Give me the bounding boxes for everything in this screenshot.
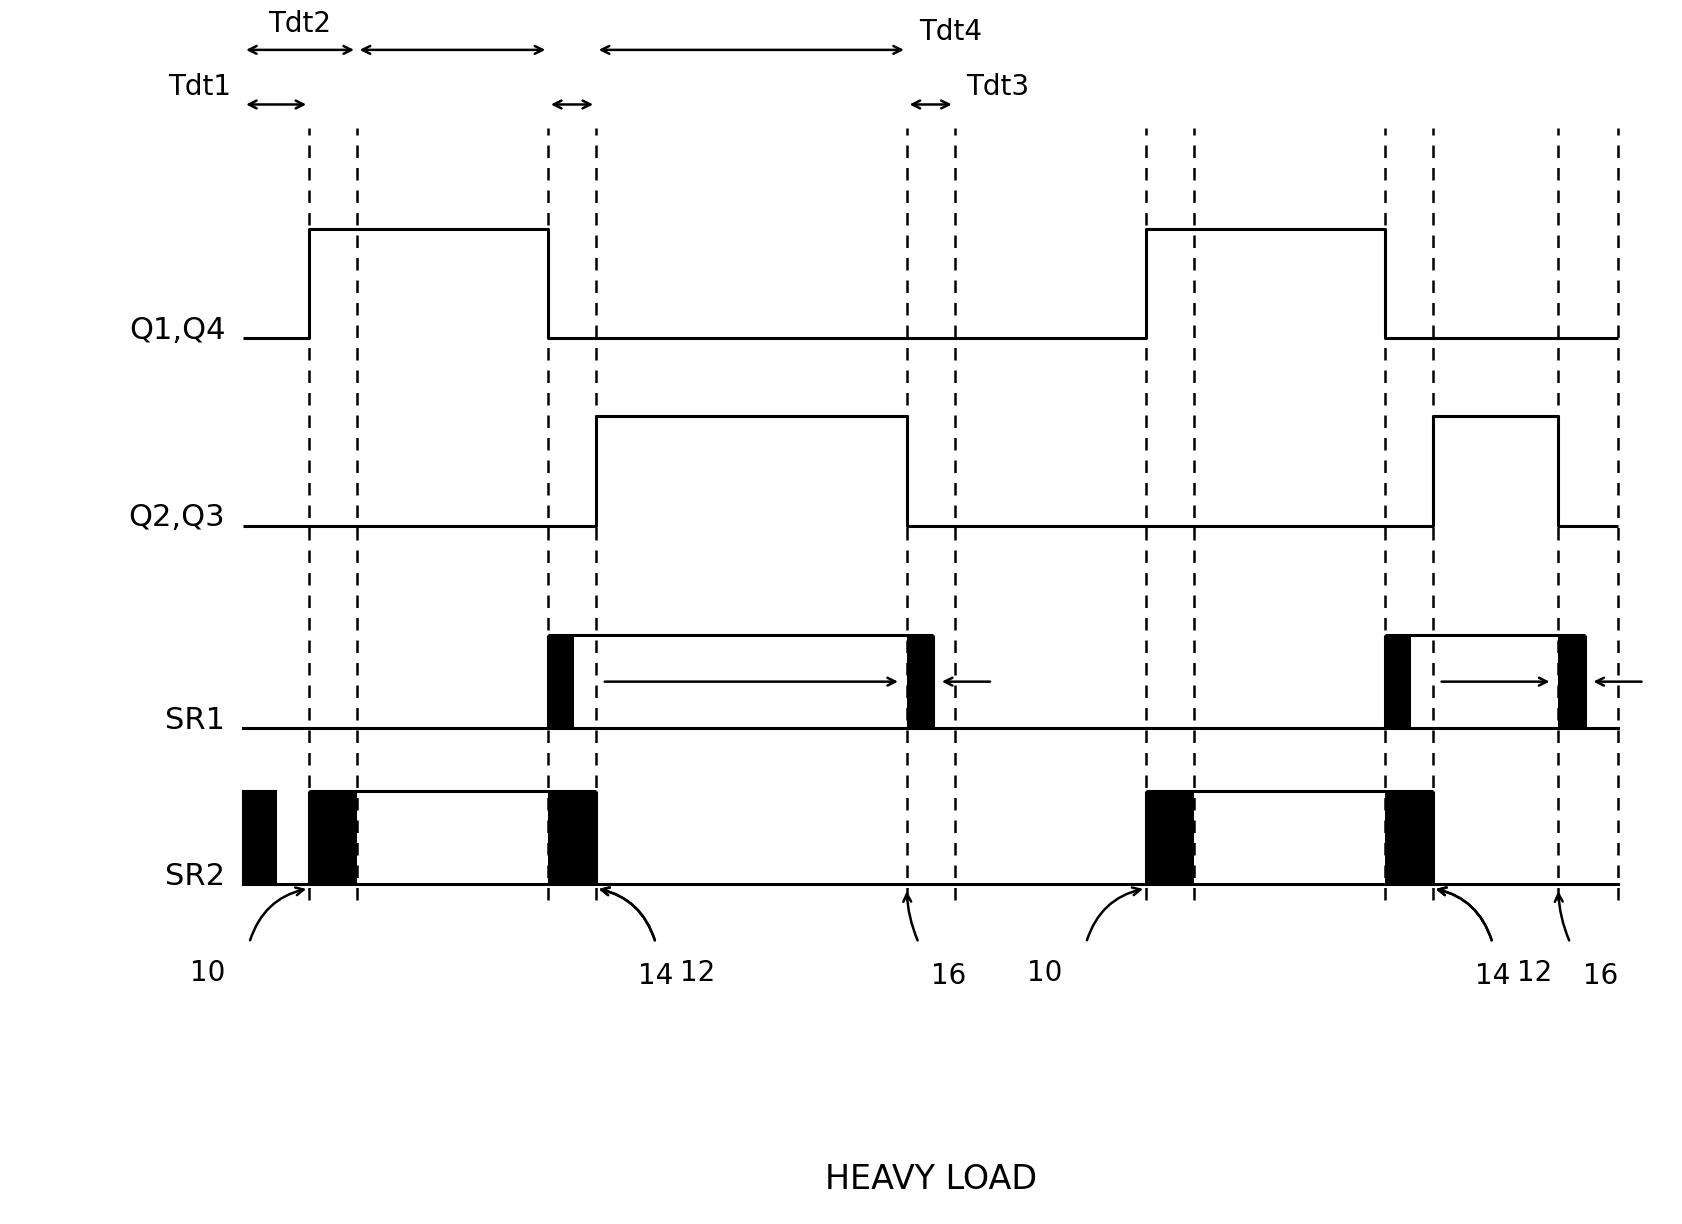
Bar <box>1558 635 1584 728</box>
Bar <box>1384 635 1411 728</box>
Text: Tdt1: Tdt1 <box>168 72 232 100</box>
Bar <box>1384 791 1433 885</box>
Text: Tdt2: Tdt2 <box>269 10 331 38</box>
Bar <box>548 791 595 885</box>
Text: Q1,Q4: Q1,Q4 <box>130 316 225 345</box>
Text: SR1: SR1 <box>165 706 225 736</box>
Bar <box>907 635 934 728</box>
Text: Tdt4: Tdt4 <box>918 18 982 47</box>
Bar <box>244 791 274 885</box>
Text: Tdt3: Tdt3 <box>967 72 1029 100</box>
Bar <box>1145 791 1194 885</box>
Text: 14: 14 <box>1475 962 1510 990</box>
Bar <box>548 635 575 728</box>
Text: SR2: SR2 <box>165 862 225 891</box>
Text: 12: 12 <box>1517 958 1552 987</box>
Text: 16: 16 <box>930 962 965 990</box>
Text: Q2,Q3: Q2,Q3 <box>130 503 225 532</box>
Text: 12: 12 <box>680 958 715 987</box>
Text: 16: 16 <box>1583 962 1618 990</box>
Text: 10: 10 <box>1026 958 1061 987</box>
Text: 14: 14 <box>637 962 673 990</box>
Text: HEAVY LOAD: HEAVY LOAD <box>824 1164 1036 1196</box>
Text: 10: 10 <box>190 958 225 987</box>
Bar <box>309 791 357 885</box>
